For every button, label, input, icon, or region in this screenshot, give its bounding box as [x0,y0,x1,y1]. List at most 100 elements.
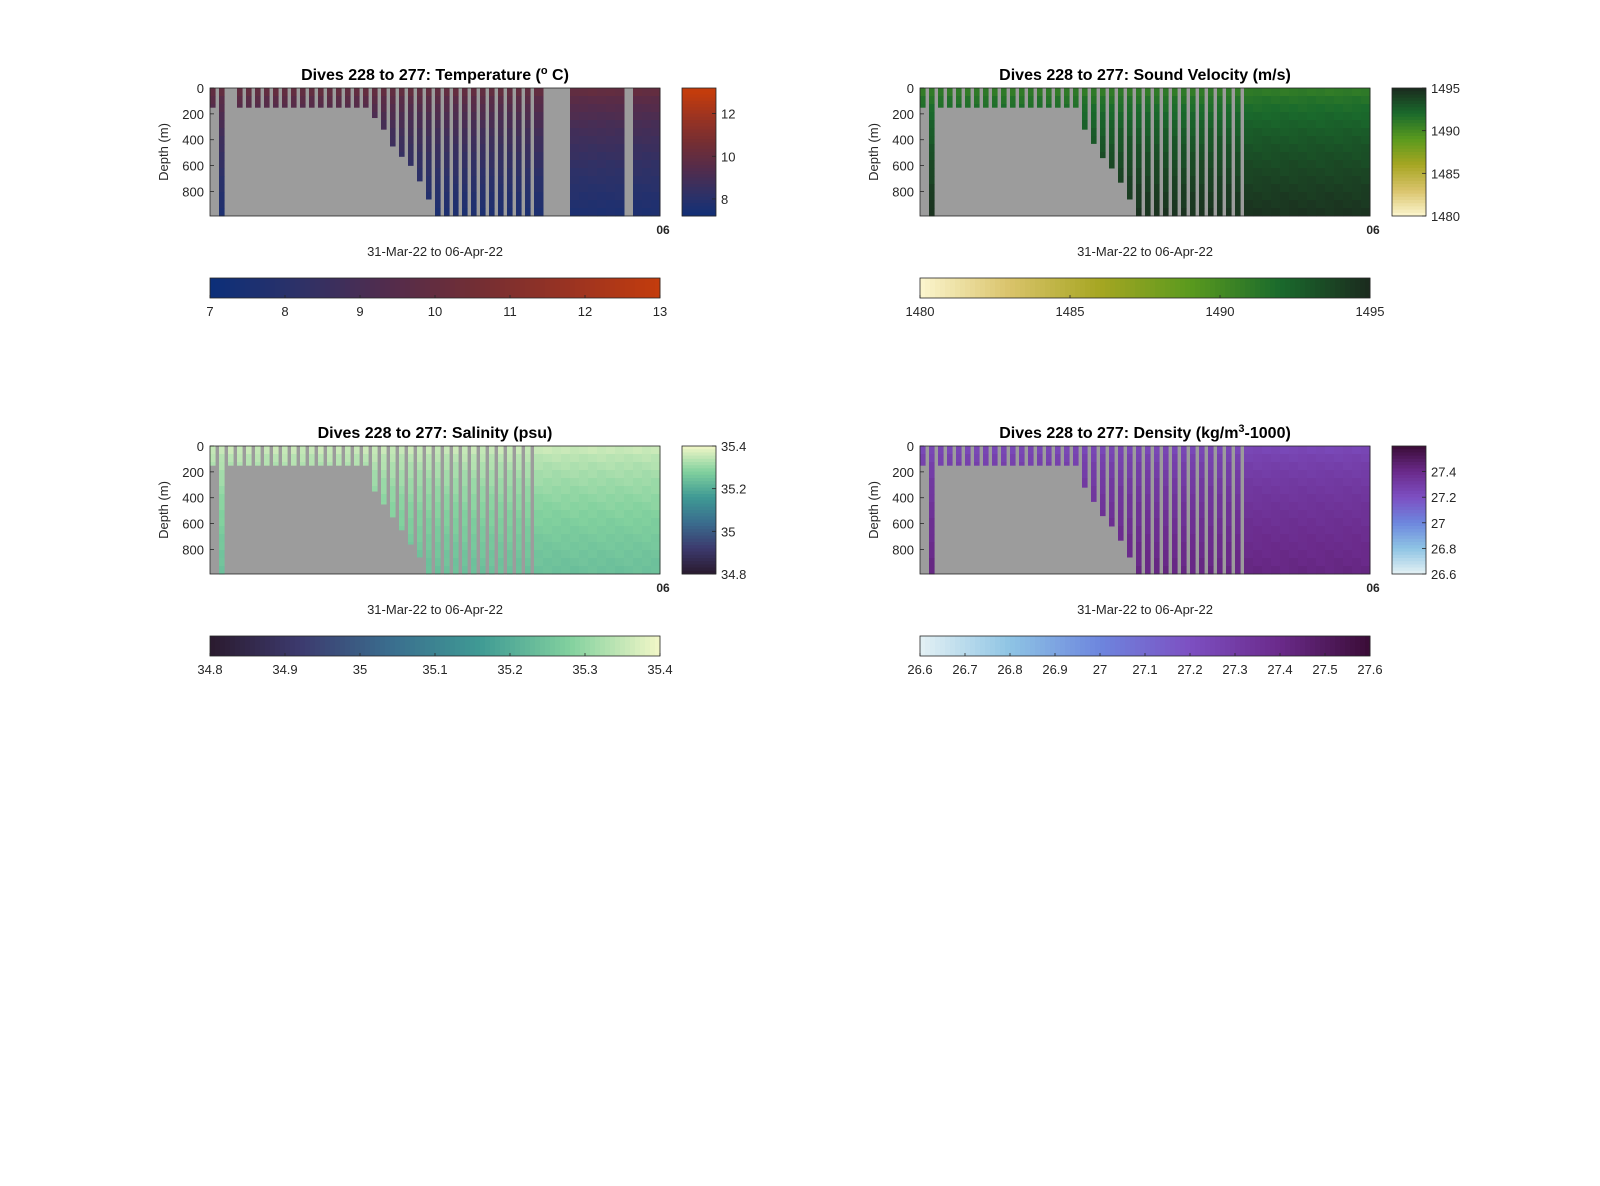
heat-cell [390,104,396,113]
heat-cell [983,454,989,463]
heat-cell [1163,128,1169,137]
heat-cell [426,494,432,503]
colorbar-swatch [1315,636,1321,656]
bottom-colorbar: 26.6 26.7 26.8 26.9 27 27.1 27.2 27.3 27.4 27.5 27… [907,635,1383,677]
heat-cell [282,88,288,97]
heat-cell [570,510,580,519]
heat-cell [489,558,495,567]
heat-cell [1199,454,1205,463]
colorbar-swatch [1392,136,1426,140]
heat-cell [1244,112,1254,121]
heat-cell [606,120,616,129]
heat-cell [1154,494,1160,503]
heat-cell [498,534,504,543]
colorbar-swatch [682,104,716,108]
heat-cell [525,486,531,495]
heat-cell [624,486,634,495]
colorbar-swatch [375,636,381,656]
colorbar-swatch [1120,636,1126,656]
heat-cell [336,446,342,455]
heat-cell [1307,470,1317,479]
heat-cell [390,494,396,503]
heat-cell [507,470,513,479]
colorbar-swatch [1392,139,1426,143]
heat-cell [1352,120,1362,129]
heat-cell [354,454,360,463]
heat-cell [1172,168,1178,177]
heat-cell [426,136,432,145]
heat-cell [1217,542,1223,551]
heat-cell [633,88,643,97]
heat-cell [597,184,607,193]
heat-cell [507,208,513,217]
x-tick-label: 06 [656,581,670,595]
colorbar-swatch [1165,636,1171,656]
colorbar-swatch [1285,278,1291,298]
heat-cell [543,502,553,511]
heat-cell [1208,446,1214,455]
heat-cell [1289,144,1299,153]
heat-cell [1226,144,1232,153]
heat-cell [1217,470,1223,479]
heat-cell [920,96,926,105]
heat-cell [390,502,396,511]
heat-cell [947,104,953,108]
colorbar-swatch [1170,636,1176,656]
heat-cell [1154,446,1160,455]
x-axis-label: 31-Mar-22 to 06-Apr-22 [367,244,503,259]
heat-cell [534,518,544,527]
heat-cell [1361,478,1371,487]
heat-cell [543,454,553,463]
colorbar-swatch [1220,278,1226,298]
heat-cell [1298,184,1308,193]
heat-cell [453,518,459,527]
colorbar-tick-label: 27.2 [1431,490,1456,505]
heat-cell [471,446,477,455]
colorbar-swatch [682,487,716,492]
heat-cell [938,454,944,463]
heat-cell [651,470,661,479]
heat-cell [1163,550,1169,559]
heat-cell [480,96,486,105]
heat-cell [1253,518,1263,527]
colorbar-swatch [1355,278,1361,298]
heat-cell [588,128,598,137]
heat-cell [390,144,396,147]
heat-cell [1325,200,1335,209]
heat-cell [534,168,544,177]
colorbar-swatch [1150,278,1156,298]
heat-cell [1136,446,1142,455]
heat-cell [498,542,504,551]
heat-cell [444,192,450,201]
heat-cell [1226,502,1232,511]
heat-cell [408,494,414,503]
heat-cell [525,112,531,121]
heat-cell [417,96,423,105]
panel-sound-velocity: Dives 228 to 277: Sound Velocity (m/s)02… [866,67,1460,319]
heat-cell [929,510,935,519]
heat-cell [588,566,598,575]
heat-cell [579,192,589,201]
colorbar-swatch [435,278,441,298]
heat-cell [471,462,477,471]
heat-cell [1307,446,1317,455]
heat-cell [426,152,432,161]
heat-cell [1136,184,1142,193]
heat-cell [1361,144,1371,153]
colorbar-tick-label: 9 [356,304,363,319]
colorbar-swatch [1105,636,1111,656]
y-tick-label: 400 [892,491,914,506]
heat-cell [1289,454,1299,463]
heat-cell [1226,112,1232,121]
heat-cell [1352,542,1362,551]
heat-cell [1199,96,1205,105]
heat-cell [956,454,962,463]
y-axis-label: Depth (m) [156,481,171,539]
heat-cell [579,510,589,519]
heat-cell [1172,502,1178,511]
heat-cell [1118,136,1124,145]
heat-cell [597,96,607,105]
heat-cell [1289,168,1299,177]
heat-cell [444,502,450,511]
